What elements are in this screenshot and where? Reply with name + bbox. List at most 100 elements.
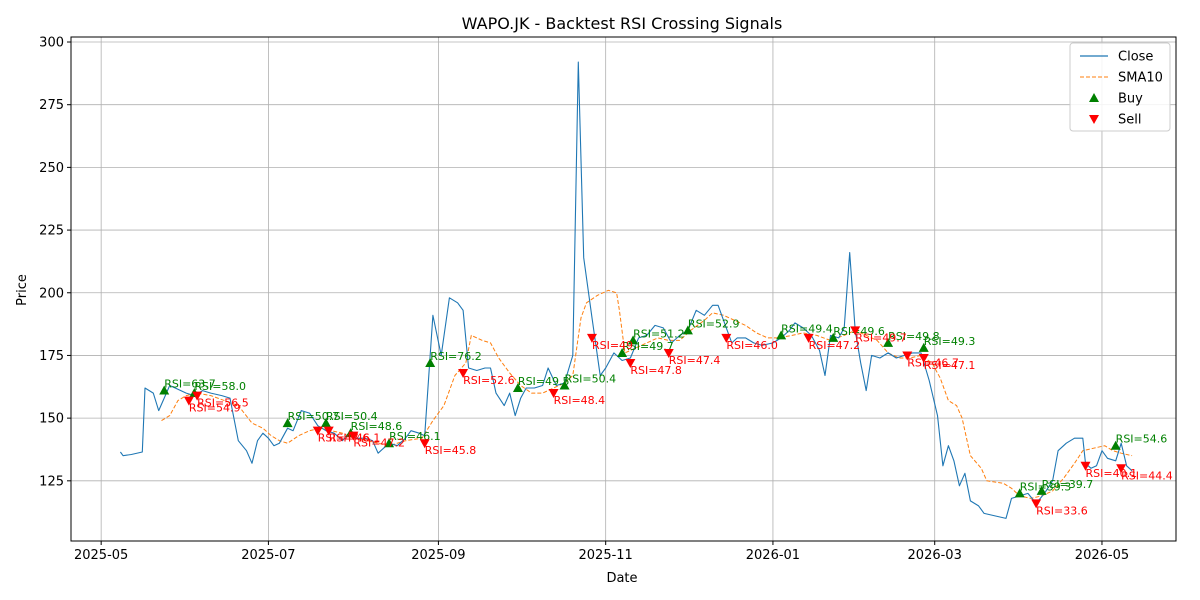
y-tick-label: 300 bbox=[39, 36, 64, 51]
sell-signal-label: RSI=56.5 bbox=[197, 397, 249, 410]
buy-signal-label: RSI=63.7 bbox=[164, 378, 216, 391]
buy-marker bbox=[1014, 488, 1025, 498]
x-tick-label: 2025-07 bbox=[241, 548, 295, 563]
sell-marker bbox=[183, 396, 194, 406]
sell-signals: RSI=54.9RSI=56.5RSI=47.6RSI=46.1RSI=47.2… bbox=[183, 326, 1173, 517]
sell-marker bbox=[1080, 461, 1091, 471]
buy-marker bbox=[384, 438, 395, 448]
close-line bbox=[119, 61, 1133, 519]
buy-signal-label: RSI=54.6 bbox=[1116, 433, 1168, 446]
sell-signal-label: RSI=47.1 bbox=[924, 359, 976, 372]
sell-marker bbox=[192, 391, 203, 401]
x-tick-label: 2026-03 bbox=[908, 548, 962, 563]
buy-signal-label: RSI=39.3 bbox=[1020, 480, 1072, 493]
sma10-series bbox=[161, 289, 1133, 499]
legend-box bbox=[1069, 42, 1171, 132]
sell-signal-label: RSI=44.4 bbox=[1121, 469, 1173, 482]
buy-marker bbox=[776, 330, 787, 340]
sell-marker bbox=[721, 333, 732, 343]
x-axis-title: Date bbox=[606, 571, 637, 586]
buy-signal-label: RSI=49.4 bbox=[781, 322, 833, 335]
sell-signal-label: RSI=48.4 bbox=[554, 394, 606, 407]
x-tick-label: 2025-11 bbox=[579, 548, 633, 563]
sell-marker bbox=[348, 431, 359, 441]
sell-marker bbox=[850, 326, 861, 336]
sell-signal-label: RSI=46.7 bbox=[907, 356, 959, 369]
sell-marker bbox=[458, 369, 469, 378]
sell-marker bbox=[663, 348, 674, 358]
sell-signal-label: RSI=33.6 bbox=[1036, 504, 1088, 517]
buy-signal-label: RSI=51.2 bbox=[633, 327, 685, 340]
sell-marker bbox=[1116, 464, 1127, 474]
sell-signal-label: RSI=47.8 bbox=[630, 364, 682, 377]
buy-signal-label: RSI=49.5 bbox=[518, 375, 570, 388]
sell-marker bbox=[548, 389, 559, 399]
y-axis-title: Price bbox=[15, 274, 30, 306]
buy-signal-label: RSI=58.0 bbox=[194, 380, 246, 393]
buy-signal-label: RSI=49.6 bbox=[833, 325, 885, 338]
buy-marker bbox=[425, 357, 436, 367]
sell-signal-label: RSI=45.8 bbox=[425, 444, 477, 457]
x-tick-label: 2026-05 bbox=[1075, 548, 1129, 563]
legend-buy-swatch bbox=[1089, 93, 1099, 102]
y-tick-label: 175 bbox=[39, 349, 64, 364]
sell-marker bbox=[586, 333, 597, 343]
buy-marker bbox=[918, 342, 929, 352]
buy-marker bbox=[282, 418, 293, 428]
x-tick-label: 2025-05 bbox=[74, 548, 128, 563]
buy-marker bbox=[159, 385, 170, 395]
y-tick-label: 150 bbox=[39, 412, 64, 427]
buy-marker bbox=[321, 418, 331, 428]
buy-signal-label: RSI=76.2 bbox=[430, 350, 482, 363]
legend-label: Sell bbox=[1118, 113, 1141, 128]
buy-marker bbox=[1110, 440, 1121, 450]
sell-signal-label: RSI=40.1 bbox=[1086, 467, 1138, 480]
buy-marker bbox=[1036, 485, 1047, 495]
sell-signal-label: RSI=49.7 bbox=[855, 331, 907, 344]
legend-sell-swatch bbox=[1089, 115, 1099, 124]
buy-signal-label: RSI=52.9 bbox=[688, 317, 740, 330]
sell-marker bbox=[1031, 499, 1042, 509]
sell-marker bbox=[312, 426, 323, 436]
sell-marker bbox=[419, 439, 430, 449]
sell-signal-label: RSI=47.2 bbox=[353, 437, 405, 450]
x-axis: 2025-05 2025-07 2025-09 2025-11 2026-01 2026-… bbox=[74, 541, 1129, 563]
buy-marker bbox=[617, 347, 628, 357]
sell-signal-label: RSI=46.0 bbox=[726, 339, 778, 352]
y-tick-label: 200 bbox=[39, 286, 64, 301]
buy-signal-label: RSI=39.7 bbox=[1042, 478, 1094, 491]
legend: Close SMA10 Buy Sell bbox=[1069, 42, 1171, 132]
legend-label: SMA10 bbox=[1118, 71, 1163, 86]
x-tick-label: 2026-01 bbox=[746, 548, 800, 563]
sell-marker bbox=[625, 358, 636, 368]
legend-label: Buy bbox=[1118, 92, 1143, 107]
y-tick-label: 125 bbox=[39, 474, 64, 489]
y-tick-label: 250 bbox=[39, 161, 64, 176]
legend-label: Close bbox=[1118, 50, 1153, 65]
sell-marker bbox=[902, 351, 913, 361]
close-series bbox=[119, 61, 1133, 519]
buy-marker bbox=[828, 332, 839, 342]
buy-marker bbox=[512, 383, 523, 393]
sell-marker bbox=[918, 353, 929, 363]
buy-signal-label: RSI=50.4 bbox=[565, 373, 617, 386]
y-tick-label: 225 bbox=[39, 224, 64, 239]
sell-marker bbox=[323, 426, 334, 436]
sell-marker bbox=[803, 333, 814, 343]
gridlines bbox=[71, 37, 1176, 541]
buy-signal-label: RSI=48.6 bbox=[351, 420, 403, 433]
buy-signals: RSI=63.7RSI=58.0RSI=50.7RSI=50.4RSI=48.6… bbox=[159, 317, 1168, 498]
y-tick-label: 275 bbox=[39, 98, 64, 113]
buy-marker bbox=[628, 335, 639, 345]
sell-signal-label: RSI=52.6 bbox=[463, 374, 515, 387]
buy-marker bbox=[559, 380, 570, 390]
chart-title: WAPO.JK - Backtest RSI Crossing Signals bbox=[462, 14, 783, 33]
buy-marker bbox=[883, 337, 894, 347]
sell-signal-label: RSI=54.9 bbox=[189, 402, 241, 415]
sell-signal-label: RSI=47.4 bbox=[669, 354, 721, 367]
sell-signal-label: RSI=47.2 bbox=[809, 339, 861, 352]
buy-signal-label: RSI=49.8 bbox=[888, 330, 940, 343]
sell-signal-label: RSI=49 bbox=[592, 339, 633, 352]
buy-signal-label: RSI=49.3 bbox=[924, 335, 976, 348]
